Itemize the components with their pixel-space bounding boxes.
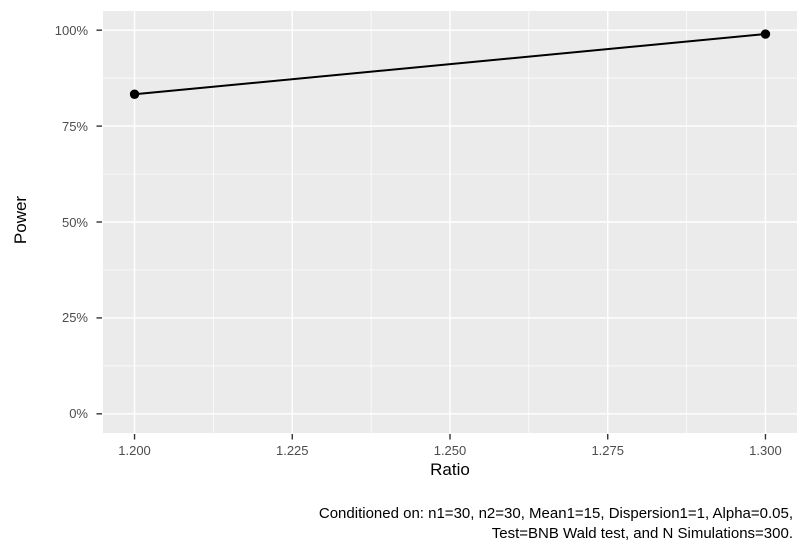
caption-line-1: Conditioned on: n1=30, n2=30, Mean1=15, … — [318, 505, 793, 522]
x-tick-label: 1.200 — [118, 443, 151, 458]
x-tick-label: 1.225 — [275, 443, 309, 458]
y-tick-label: 25% — [61, 310, 88, 326]
y-axis-title: Power — [11, 195, 30, 245]
y-tick-label: 75% — [61, 118, 88, 134]
x-tick-label: 1.250 — [433, 443, 467, 458]
y-tick-label: 0% — [69, 406, 88, 422]
x-tick-label: 1.300 — [749, 443, 782, 458]
caption-line-2: Test=BNB Wald test, and N Simulations=30… — [491, 525, 793, 542]
y-tick-label: 50% — [61, 214, 88, 230]
series-line — [134, 33, 766, 96]
data-point — [760, 29, 771, 39]
plot-caption: Conditioned on: n1=30, n2=30, Mean1=15, … — [93, 504, 793, 544]
data-point — [129, 89, 140, 99]
x-axis-title: Ratio — [430, 460, 470, 479]
x-tick-label: 1.275 — [591, 443, 624, 458]
y-tick-label: 100% — [54, 22, 88, 38]
